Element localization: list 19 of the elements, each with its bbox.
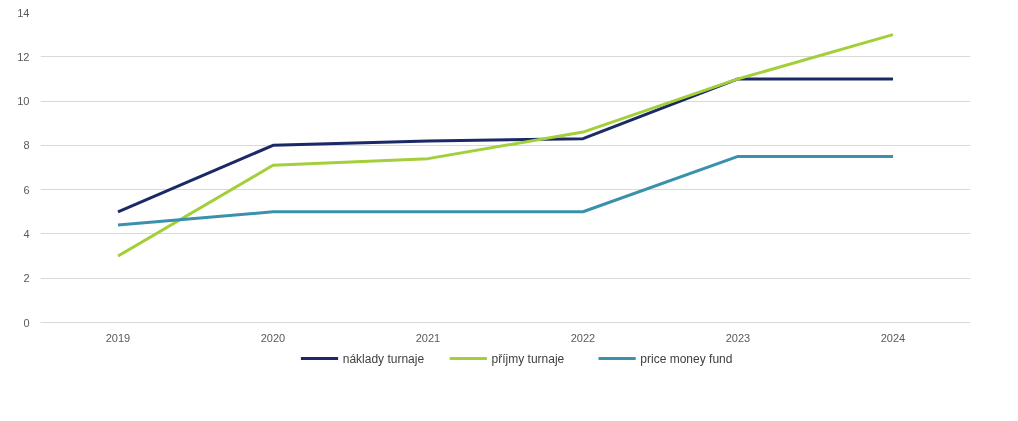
x-tick-label: 2021 xyxy=(415,331,441,344)
x-tick-label: 2023 xyxy=(725,331,751,344)
y-tick-label: 4 xyxy=(23,227,30,240)
line-series xyxy=(116,33,895,258)
y-tick-label: 10 xyxy=(17,95,30,108)
y-tick-label: 14 xyxy=(17,6,30,19)
x-tick-label: 2022 xyxy=(570,331,596,344)
y-tick-label: 6 xyxy=(23,183,30,196)
y-tick-label: 2 xyxy=(23,272,30,285)
legend-label: náklady turnaje xyxy=(342,351,425,366)
y-tick-label: 12 xyxy=(17,50,30,63)
y-tick-label: 0 xyxy=(23,316,30,329)
x-tick-label: 2019 xyxy=(105,331,131,344)
y-tick-label: 8 xyxy=(23,139,30,152)
line-series xyxy=(116,77,895,214)
legend-label: příjmy turnaje xyxy=(491,351,565,366)
legend-label: price money fund xyxy=(640,351,733,366)
x-tick-label: 2024 xyxy=(880,331,906,344)
x-tick-label: 2020 xyxy=(260,331,286,344)
